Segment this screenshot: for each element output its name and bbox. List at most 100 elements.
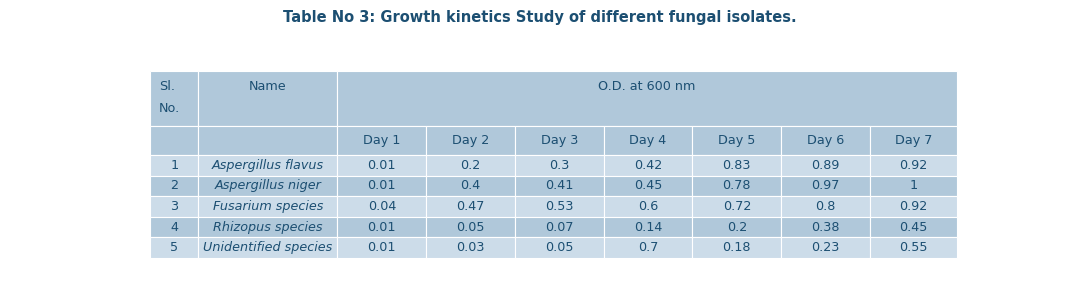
FancyBboxPatch shape xyxy=(427,196,515,217)
Text: 0.41: 0.41 xyxy=(545,179,573,192)
Text: 0.2: 0.2 xyxy=(727,221,747,234)
Text: 5: 5 xyxy=(171,241,178,254)
FancyBboxPatch shape xyxy=(515,217,604,237)
Text: 0.45: 0.45 xyxy=(634,179,662,192)
FancyBboxPatch shape xyxy=(515,126,604,155)
FancyBboxPatch shape xyxy=(150,237,199,258)
FancyBboxPatch shape xyxy=(199,126,337,155)
FancyBboxPatch shape xyxy=(692,176,781,196)
Text: Day 3: Day 3 xyxy=(541,134,578,147)
FancyBboxPatch shape xyxy=(337,196,427,217)
FancyBboxPatch shape xyxy=(692,126,781,155)
Text: 4: 4 xyxy=(171,221,178,234)
FancyBboxPatch shape xyxy=(150,155,199,176)
Text: 0.45: 0.45 xyxy=(900,221,928,234)
Text: 0.03: 0.03 xyxy=(457,241,485,254)
FancyBboxPatch shape xyxy=(337,176,427,196)
FancyBboxPatch shape xyxy=(781,196,870,217)
Text: 0.38: 0.38 xyxy=(811,221,840,234)
FancyBboxPatch shape xyxy=(199,176,337,196)
Text: Aspergillus niger: Aspergillus niger xyxy=(215,179,322,192)
Text: Unidentified species: Unidentified species xyxy=(203,241,333,254)
FancyBboxPatch shape xyxy=(604,217,692,237)
Text: Table No 3: Growth kinetics Study of different fungal isolates.: Table No 3: Growth kinetics Study of dif… xyxy=(283,10,797,25)
FancyBboxPatch shape xyxy=(604,237,692,258)
Text: 0.2: 0.2 xyxy=(460,159,481,172)
FancyBboxPatch shape xyxy=(604,126,692,155)
FancyBboxPatch shape xyxy=(337,237,427,258)
FancyBboxPatch shape xyxy=(199,196,337,217)
FancyBboxPatch shape xyxy=(515,155,604,176)
Text: 0.92: 0.92 xyxy=(900,200,928,213)
Text: 0.72: 0.72 xyxy=(723,200,751,213)
Text: 0.23: 0.23 xyxy=(811,241,840,254)
FancyBboxPatch shape xyxy=(870,237,957,258)
Text: 0.47: 0.47 xyxy=(457,200,485,213)
Text: 1: 1 xyxy=(909,179,918,192)
FancyBboxPatch shape xyxy=(199,71,337,126)
FancyBboxPatch shape xyxy=(199,217,337,237)
Text: Fusarium species: Fusarium species xyxy=(213,200,323,213)
Text: O.D. at 600 nm: O.D. at 600 nm xyxy=(598,80,696,93)
FancyBboxPatch shape xyxy=(337,217,427,237)
Text: 0.97: 0.97 xyxy=(811,179,840,192)
Text: 0.92: 0.92 xyxy=(900,159,928,172)
FancyBboxPatch shape xyxy=(515,237,604,258)
FancyBboxPatch shape xyxy=(427,126,515,155)
Text: 0.55: 0.55 xyxy=(900,241,928,254)
Text: 0.07: 0.07 xyxy=(545,221,573,234)
FancyBboxPatch shape xyxy=(870,196,957,217)
Text: 0.18: 0.18 xyxy=(723,241,751,254)
Text: Day 7: Day 7 xyxy=(894,134,932,147)
Text: 0.14: 0.14 xyxy=(634,221,662,234)
Text: 0.8: 0.8 xyxy=(815,200,836,213)
FancyBboxPatch shape xyxy=(337,155,427,176)
Text: 0.83: 0.83 xyxy=(723,159,751,172)
FancyBboxPatch shape xyxy=(150,126,199,155)
FancyBboxPatch shape xyxy=(692,155,781,176)
Text: Day 4: Day 4 xyxy=(630,134,666,147)
Text: Rhizopus species: Rhizopus species xyxy=(213,221,323,234)
FancyBboxPatch shape xyxy=(427,155,515,176)
Text: 0.53: 0.53 xyxy=(545,200,573,213)
Text: 0.01: 0.01 xyxy=(367,159,396,172)
Text: 2: 2 xyxy=(171,179,178,192)
FancyBboxPatch shape xyxy=(604,196,692,217)
FancyBboxPatch shape xyxy=(515,176,604,196)
FancyBboxPatch shape xyxy=(199,237,337,258)
Text: Day 5: Day 5 xyxy=(718,134,756,147)
Text: Day 6: Day 6 xyxy=(807,134,845,147)
FancyBboxPatch shape xyxy=(604,155,692,176)
FancyBboxPatch shape xyxy=(781,237,870,258)
Text: 0.78: 0.78 xyxy=(723,179,751,192)
FancyBboxPatch shape xyxy=(150,217,199,237)
FancyBboxPatch shape xyxy=(150,196,199,217)
Text: 3: 3 xyxy=(171,200,178,213)
Text: 0.01: 0.01 xyxy=(367,221,396,234)
FancyBboxPatch shape xyxy=(781,126,870,155)
FancyBboxPatch shape xyxy=(199,155,337,176)
FancyBboxPatch shape xyxy=(781,155,870,176)
FancyBboxPatch shape xyxy=(692,237,781,258)
Text: 0.42: 0.42 xyxy=(634,159,662,172)
FancyBboxPatch shape xyxy=(150,176,199,196)
Text: 0.3: 0.3 xyxy=(549,159,569,172)
Text: 0.4: 0.4 xyxy=(460,179,481,192)
FancyBboxPatch shape xyxy=(150,71,199,126)
Text: 0.05: 0.05 xyxy=(545,241,573,254)
FancyBboxPatch shape xyxy=(427,217,515,237)
FancyBboxPatch shape xyxy=(427,237,515,258)
FancyBboxPatch shape xyxy=(692,196,781,217)
FancyBboxPatch shape xyxy=(870,126,957,155)
Text: 0.7: 0.7 xyxy=(638,241,659,254)
Text: No.: No. xyxy=(159,102,180,115)
Text: Name: Name xyxy=(249,80,287,93)
FancyBboxPatch shape xyxy=(781,217,870,237)
FancyBboxPatch shape xyxy=(870,176,957,196)
FancyBboxPatch shape xyxy=(337,126,427,155)
FancyBboxPatch shape xyxy=(515,196,604,217)
FancyBboxPatch shape xyxy=(692,217,781,237)
Text: 1: 1 xyxy=(171,159,178,172)
Text: Day 2: Day 2 xyxy=(451,134,489,147)
Text: 0.01: 0.01 xyxy=(367,241,396,254)
